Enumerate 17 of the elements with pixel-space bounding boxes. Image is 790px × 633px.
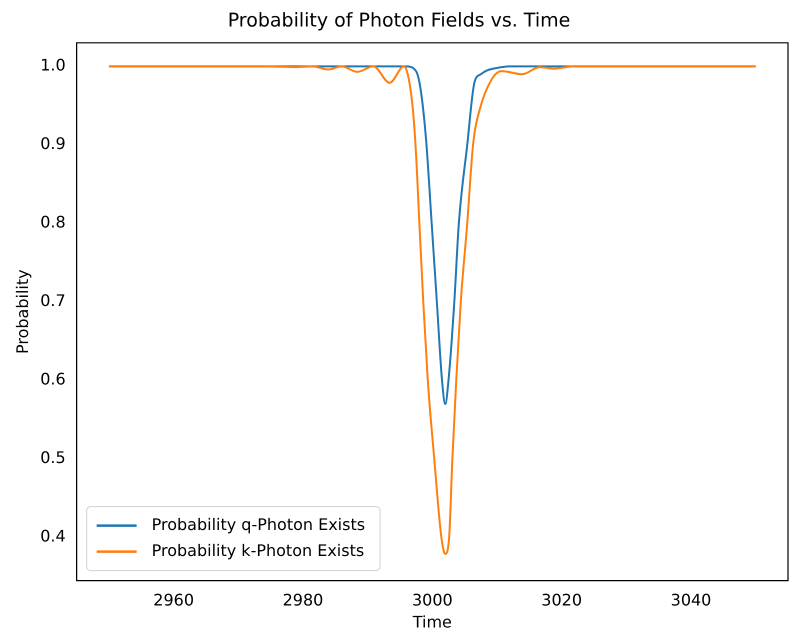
- y-tick-label: 0.8: [40, 212, 66, 232]
- y-tick-label: 0.6: [40, 370, 66, 389]
- x-axis-title: Time: [412, 612, 452, 632]
- y-tick-label: 0.4: [40, 526, 66, 546]
- y-tick-label: 0.7: [40, 291, 66, 310]
- x-tick-label: 3020: [541, 590, 582, 610]
- x-tick-label: 3000: [412, 590, 453, 610]
- y-tick-label: 0.5: [40, 448, 66, 468]
- y-tick-label: 1.0: [40, 56, 66, 75]
- y-axis-title: Probability: [12, 269, 32, 354]
- legend-label: Probability q-Photon Exists: [152, 514, 366, 534]
- y-tick-label: 0.9: [40, 134, 66, 154]
- x-tick-label: 2960: [153, 590, 194, 610]
- legend-label: Probability k-Photon Exists: [152, 540, 364, 560]
- chart-title: Probability of Photon Fields vs. Time: [228, 9, 570, 32]
- x-tick-label: 3040: [670, 590, 712, 610]
- x-tick-label: 2980: [282, 590, 324, 610]
